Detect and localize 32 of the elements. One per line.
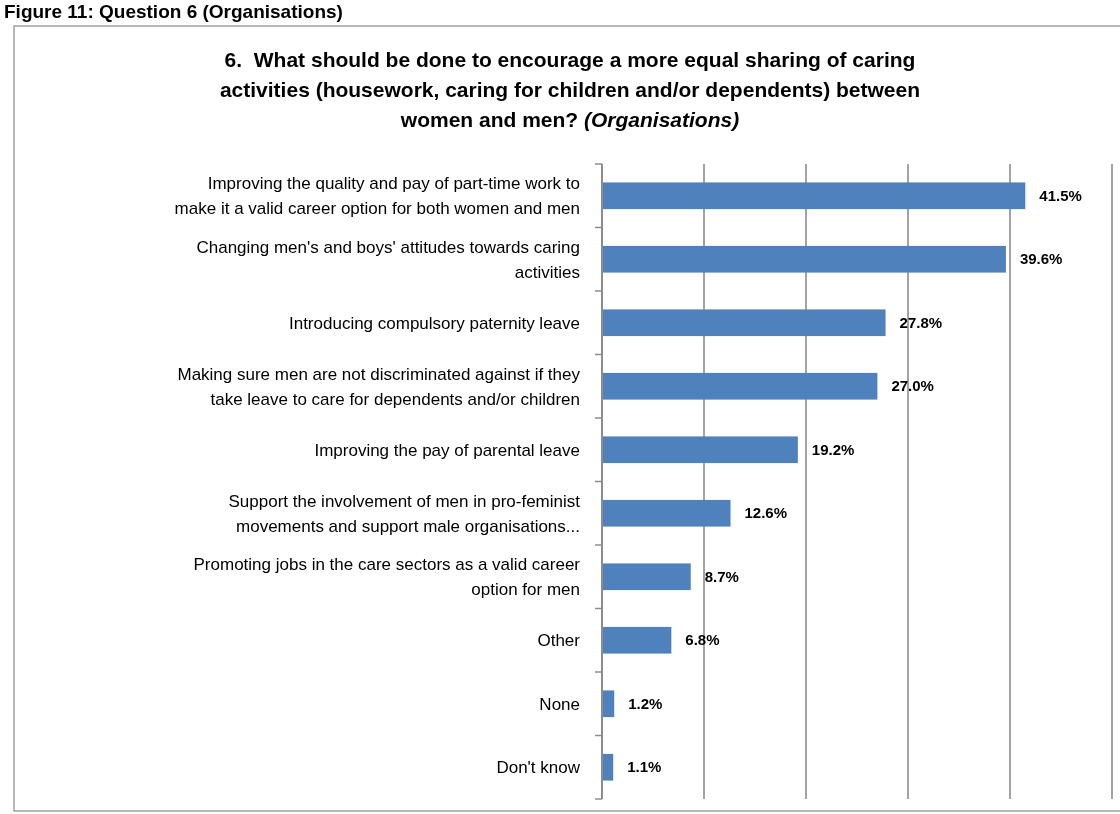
data-label: 6.8%: [685, 631, 720, 649]
bar: [602, 182, 1026, 210]
y-tick-label: None: [539, 694, 580, 714]
y-tick-label: Improving the pay of parental leave: [314, 440, 580, 460]
data-label: 1.1%: [627, 758, 662, 776]
y-tick-label: Making sure men are not discriminated against if they take leave to care for dependents and/or children: [177, 364, 581, 409]
data-label: 27.0%: [891, 377, 934, 395]
y-tick-label: Promoting jobs in the care sectors as a valid career option for men: [193, 555, 581, 600]
bar: [602, 626, 672, 654]
y-tick-label: Don't know: [496, 758, 581, 778]
data-label: 27.8%: [899, 313, 943, 331]
bar: [602, 372, 878, 400]
data-label: 12.6%: [744, 504, 788, 522]
bar: [602, 690, 615, 718]
bar: [602, 309, 886, 337]
data-label: 39.6%: [1019, 250, 1063, 268]
y-tick-label: Support the involvement of men in pro-feminist movements and support male organisations...: [228, 491, 581, 536]
data-label: 19.2%: [811, 440, 855, 458]
bar: [602, 499, 731, 527]
data-label: 8.7%: [704, 567, 739, 585]
caption: Figure 11: Question 6 (Organisations): [4, 1, 343, 22]
bar: [602, 753, 614, 781]
data-label: 1.2%: [628, 694, 663, 712]
bar: [602, 563, 691, 591]
chart-title: 6. What should be done to encourage a more equal sharing of caring activities (housework, caring for children and/or dependents) between women and men? (Organisations): [219, 48, 921, 131]
bar: [602, 245, 1006, 273]
y-tick-label: Other: [537, 631, 581, 651]
bar: [602, 436, 798, 464]
data-label: 41.5%: [1039, 186, 1082, 204]
y-tick-label: Changing men's and boys' attitudes towards caring activities: [196, 237, 580, 282]
y-tick-label: Introducing compulsory paternity leave: [288, 313, 580, 333]
y-tick-label: Improving the quality and pay of part-time work to make it a valid career option for both women and men: [174, 174, 580, 219]
